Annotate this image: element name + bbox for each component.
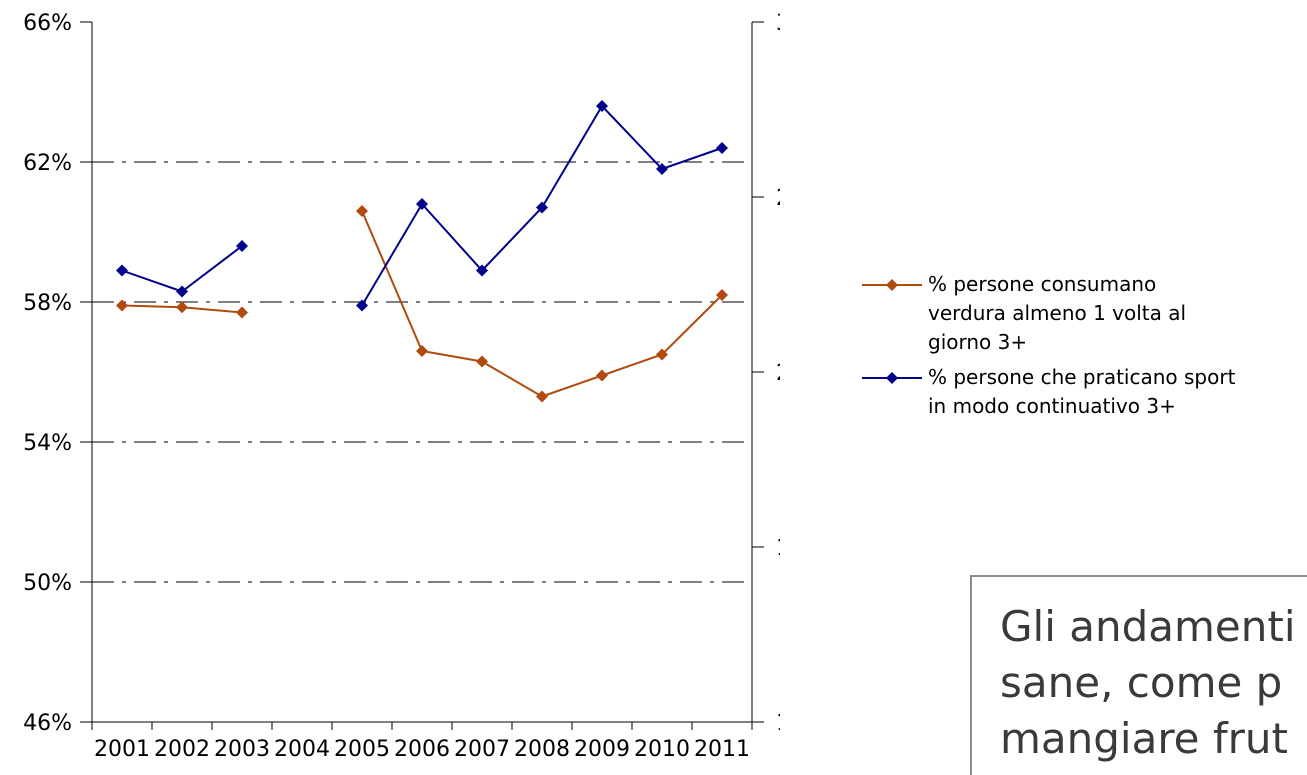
y-right-tick-label: 15%	[776, 536, 780, 561]
x-tick-label: 2006	[394, 737, 450, 762]
data-point	[356, 299, 368, 312]
y-left-tick-label: 62%	[23, 151, 72, 176]
legend-label-line: % persone consumano	[928, 272, 1157, 296]
y-right-tick-label: 30%	[776, 11, 780, 36]
y-left-tick-label: 46%	[23, 711, 72, 736]
callout-line: mangiare frut	[1000, 714, 1289, 763]
legend-label-line: giorno 3+	[928, 330, 1028, 354]
data-point	[716, 289, 728, 301]
data-point	[536, 201, 548, 214]
x-tick-label: 2001	[94, 737, 150, 762]
data-point	[116, 299, 128, 312]
gridlines	[92, 161, 752, 583]
x-tick-label: 2004	[274, 737, 330, 762]
data-point	[236, 306, 248, 319]
data-point	[416, 198, 428, 210]
legend: % persone consumano verdura almeno 1 vol…	[862, 270, 1307, 427]
y-left-tick-label: 54%	[23, 431, 72, 456]
y-right-tick-label: 20%	[776, 361, 780, 386]
legend-label-line: verdura almeno 1 volta al	[928, 301, 1187, 325]
y-left-tick-label: 66%	[23, 11, 72, 36]
data-point	[476, 355, 488, 368]
callout-line: sane, come p	[1000, 658, 1283, 707]
data-point	[656, 348, 668, 361]
legend-item-verdura: % persone consumano verdura almeno 1 vol…	[862, 270, 1307, 357]
x-tick-label: 2009	[574, 737, 630, 762]
data-point	[176, 301, 188, 314]
x-tick-label: 2008	[514, 737, 570, 762]
data-point	[416, 345, 428, 357]
legend-label-line: in modo continuativo 3+	[928, 394, 1176, 418]
series-layer	[116, 100, 728, 403]
series-line-0	[361, 210, 723, 398]
x-tick-label: 2003	[214, 737, 270, 762]
legend-label-line: % persone che praticano sport	[928, 365, 1236, 389]
x-tick-label: 2011	[694, 737, 750, 762]
data-point	[236, 240, 248, 252]
data-point	[596, 100, 608, 112]
legend-swatch-sport	[862, 372, 922, 384]
line-chart: 46%50%54%58%62%66%10%15%20%25%30%2001200…	[23, 11, 780, 762]
data-point	[476, 264, 488, 277]
series-line-1	[121, 245, 243, 293]
callout-box: Gli andamenti sane, come p mangiare frut	[970, 575, 1307, 775]
x-tick-label: 2010	[634, 737, 690, 762]
x-tick-label: 2005	[334, 737, 390, 762]
callout-text: Gli andamenti sane, come p mangiare frut	[1000, 599, 1296, 767]
data-point	[536, 390, 548, 403]
axes	[80, 21, 764, 730]
callout-line: Gli andamenti	[1000, 602, 1296, 651]
data-point	[116, 264, 128, 277]
x-tick-label: 2002	[154, 737, 210, 762]
y-left-tick-label: 58%	[23, 291, 72, 316]
tick-labels: 46%50%54%58%62%66%10%15%20%25%30%2001200…	[23, 11, 780, 762]
data-point	[716, 142, 728, 154]
data-point	[656, 163, 668, 175]
data-point	[176, 285, 188, 298]
legend-item-sport: % persone che praticano sport in modo co…	[862, 363, 1307, 421]
y-right-tick-label: 10%	[776, 711, 780, 736]
y-right-tick-label: 25%	[776, 186, 780, 211]
data-point	[596, 369, 608, 382]
x-tick-label: 2007	[454, 737, 510, 762]
data-point	[356, 205, 368, 217]
y-left-tick-label: 50%	[23, 571, 72, 596]
legend-swatch-verdura	[862, 279, 922, 291]
